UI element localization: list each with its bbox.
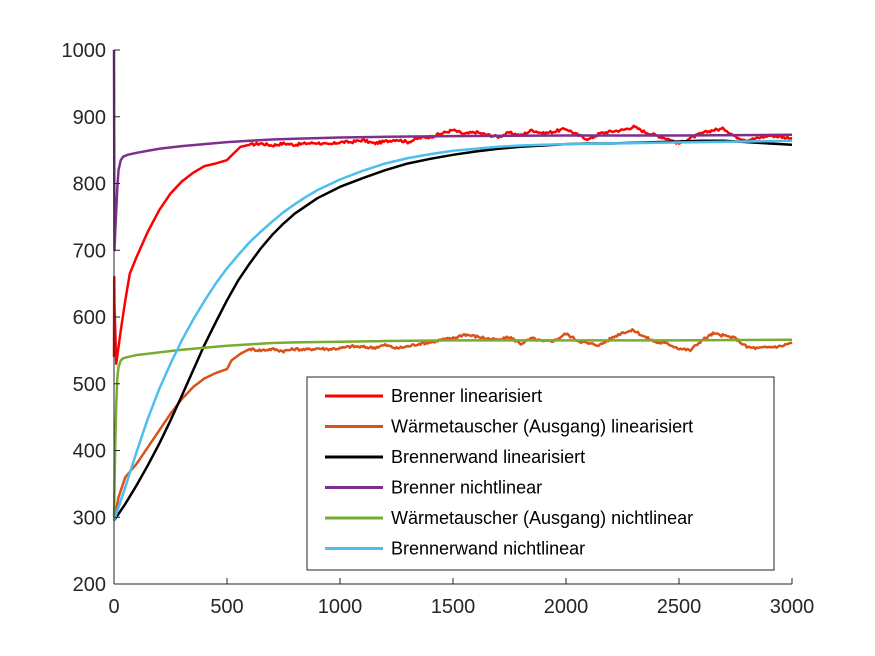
y-tick-label: 300: [73, 507, 106, 529]
y-tick-label: 900: [73, 107, 106, 129]
x-tick-label: 1000: [318, 596, 363, 618]
legend-label-1: Brenner linearisiert: [391, 386, 542, 406]
series-line-2: [112, 328, 793, 521]
series-line-4: [112, 49, 793, 252]
legend-label-5: Wärmetauscher (Ausgang) nichtlinear: [391, 508, 693, 528]
legend-label-6: Brennerwand nichtlinear: [391, 539, 585, 559]
x-tick-label: 2000: [544, 596, 589, 618]
x-tick-label: 0: [108, 596, 119, 618]
legend: Brenner linearisiert Wärmetauscher (Ausga…: [306, 376, 775, 571]
legend-box: [306, 376, 775, 571]
y-tick-label: 700: [73, 240, 106, 262]
x-tick-label: 2500: [657, 596, 702, 618]
legend-label-2: Wärmetauscher (Ausgang) linearisiert: [391, 417, 693, 437]
legend-label-4: Brenner nichtlinear: [391, 478, 542, 498]
x-tick-label: 500: [210, 596, 243, 618]
y-tick-label: 600: [73, 307, 106, 329]
y-tick-label: 200: [73, 574, 106, 596]
x-tick-label: 1500: [431, 596, 476, 618]
axes: 0 500 1000 1500 2000 2500 3000 200 300 400 500 600 7…: [62, 40, 815, 618]
series-layer: [112, 49, 793, 522]
legend-label-3: Brennerwand linearisiert: [391, 447, 585, 467]
x-tick-label: 3000: [770, 596, 815, 618]
series-line-6: [112, 139, 793, 521]
y-tick-label: 800: [73, 174, 106, 196]
series-line-5: [112, 338, 793, 518]
y-tick-label: 1000: [62, 40, 107, 62]
y-tick-label: 500: [73, 374, 106, 396]
y-tick-label: 400: [73, 441, 106, 463]
